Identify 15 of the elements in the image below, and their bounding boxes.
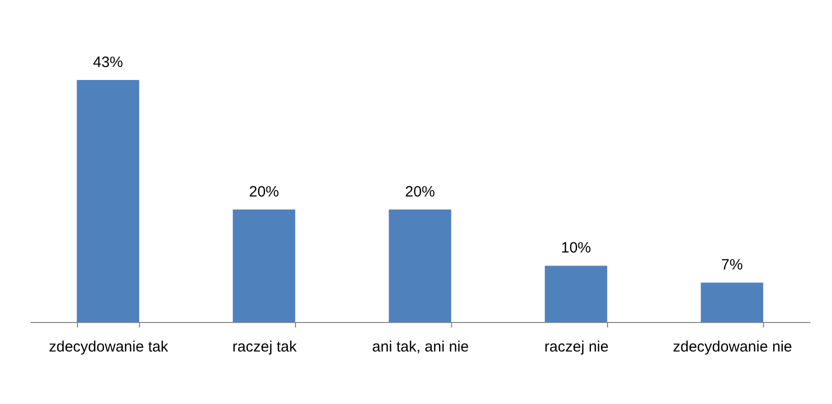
bar — [232, 209, 296, 322]
data-label: 20% — [248, 183, 280, 200]
data-label: 10% — [560, 240, 592, 257]
data-label: 43% — [92, 54, 124, 71]
bar — [388, 209, 452, 322]
x-tick-label: zdecydowanie tak — [48, 338, 169, 356]
data-label: 7% — [721, 256, 743, 274]
x-tick-label: raczej nie — [544, 338, 609, 356]
data-label: 20% — [404, 183, 436, 200]
x-tick-label: zdecydowanie nie — [672, 338, 792, 356]
x-tick-label: ani tak, ani nie — [372, 338, 469, 356]
x-tick-label: raczej tak — [232, 338, 298, 356]
bar — [700, 282, 764, 322]
bar — [544, 266, 608, 322]
bar — [76, 80, 140, 322]
